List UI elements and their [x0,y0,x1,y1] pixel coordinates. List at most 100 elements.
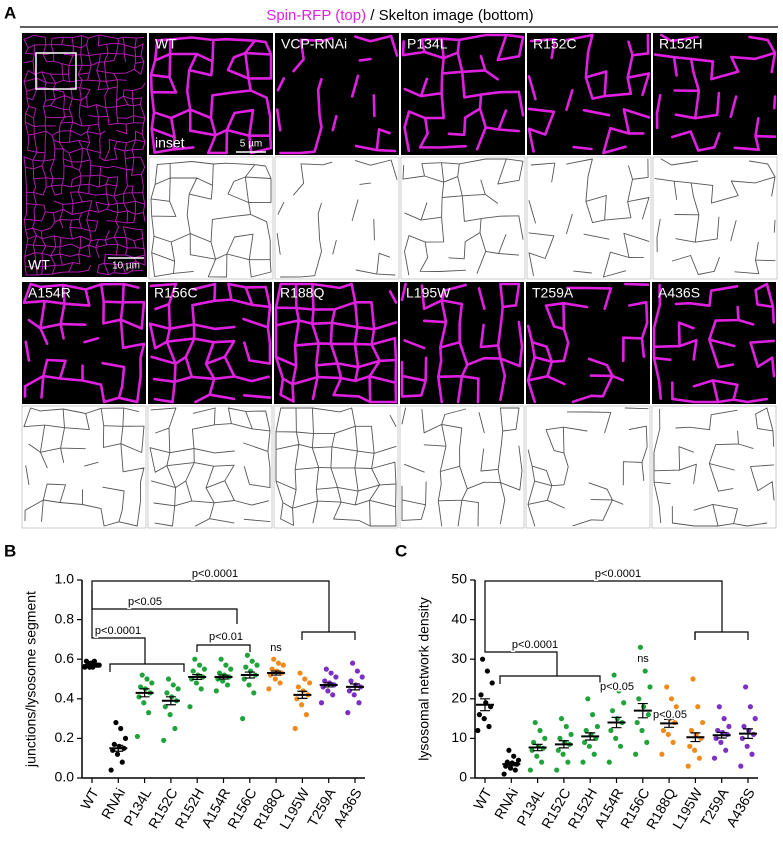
data-point [739,735,746,742]
data-point [246,682,252,688]
data-point [586,743,593,749]
data-point [554,767,560,773]
panel-letter: A [4,3,16,22]
skeleton-image-network [654,158,776,275]
panel-letter: C [395,541,407,560]
micrograph-network [149,36,273,155]
data-point [696,755,703,761]
y-tick-label: 0.8 [55,610,75,626]
image-label: WT [28,257,50,273]
skeleton-image-network [150,161,272,278]
significance-label: p<0.01 [209,631,243,643]
data-point [558,716,565,722]
data-point [354,668,360,674]
data-point [644,739,650,745]
data-point [216,670,223,676]
micrograph-network [527,33,651,155]
sem-bar [113,744,124,752]
data-point [611,672,617,678]
data-point [359,674,365,680]
data-point [190,668,196,674]
data-point [146,710,152,716]
data-point [634,719,640,726]
data-point [580,759,586,765]
sem-bar [532,743,543,752]
data-point [144,676,150,682]
data-point [723,747,729,753]
data-point [613,735,619,742]
data-point [108,767,114,773]
data-point [743,684,749,690]
tile-frame [148,156,274,280]
data-point [348,678,354,684]
data-point [486,723,492,730]
x-tick-label: WT [77,785,102,812]
skeleton-image [526,406,650,528]
data-point [692,747,698,753]
significance-bracket [196,644,251,652]
data-point [749,751,755,757]
significance-label: p<0.0001 [512,639,558,651]
micrograph-network [526,282,650,404]
tile-frame [399,405,525,529]
data-point [167,712,173,718]
data-point [175,686,181,692]
significance-bracket [91,590,185,672]
tile-frame [274,156,400,280]
data-point [534,753,540,759]
data-point [295,684,301,690]
data-point [606,759,612,765]
data-point [512,767,518,773]
sem-bar [480,698,490,712]
data-point [323,666,329,672]
data-point [685,763,691,769]
data-point [266,686,272,692]
data-point [609,708,616,714]
data-point [303,712,309,718]
data-point [345,710,351,716]
y-tick-label: 0.4 [55,690,75,706]
x-tick-label: WT [470,785,495,812]
skeleton-image [653,157,777,279]
data-point [333,674,339,680]
data-point [633,751,639,757]
data-point [591,751,597,757]
data-point [645,712,652,718]
image-label: VCP-RNAi [281,36,347,52]
data-point [138,684,144,690]
data-point [617,743,624,749]
data-point [637,644,644,650]
data-point [716,704,722,710]
sem-bar [271,670,282,676]
data-point [537,727,543,734]
micrograph-network [275,34,399,155]
data-point [318,700,325,706]
data-point [476,712,482,718]
significance-label: ns [270,642,282,654]
y-tick-label: 20 [451,690,467,706]
y-tick-label: 50 [451,571,467,587]
data-point [307,680,313,686]
data-point [322,678,328,684]
data-point [269,666,275,672]
data-point [590,712,596,718]
data-point [220,678,226,684]
data-point [243,664,249,670]
image-label: R156C [154,285,198,301]
data-point [555,747,561,753]
y-tick-label: 40 [451,610,467,626]
data-point [639,727,645,734]
overview-image [22,33,147,277]
title-part: Spin-RFP (top) [266,7,366,24]
data-point [193,680,199,686]
y-axis-label: junctions/lysosome segment [23,591,39,768]
data-point [507,765,514,771]
data-point [641,704,647,710]
micrograph-network [22,282,146,404]
tile-frame [147,405,273,529]
data-point [218,656,224,662]
data-point [192,656,198,662]
data-point [695,704,701,710]
data-point [515,757,522,763]
data-point [122,735,129,742]
